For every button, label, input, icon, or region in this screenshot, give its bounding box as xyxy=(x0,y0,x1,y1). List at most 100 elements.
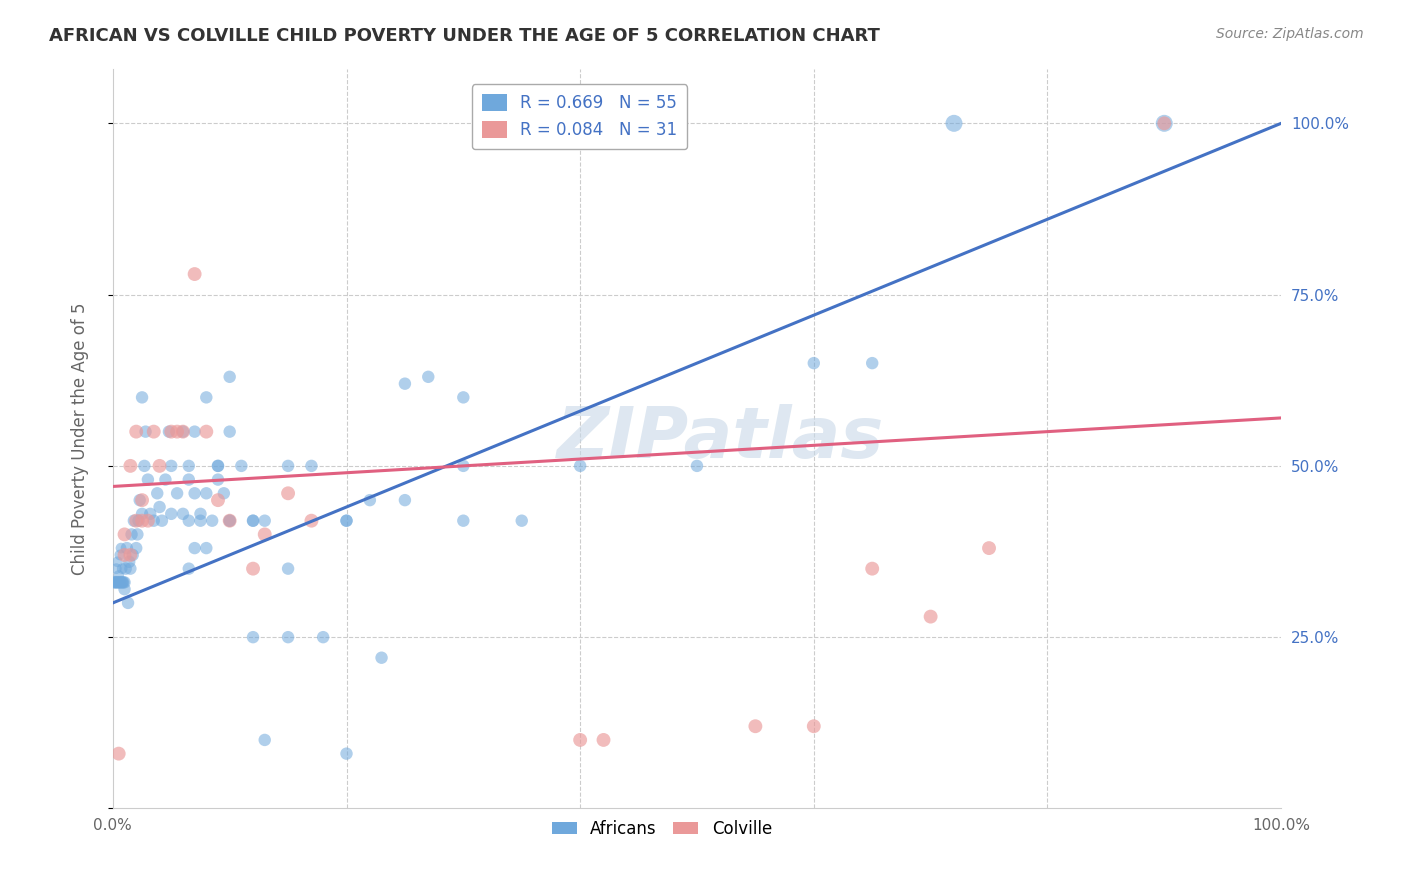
Point xyxy=(212,486,235,500)
Point xyxy=(136,473,159,487)
Point xyxy=(125,425,148,439)
Legend: Africans, Colville: Africans, Colville xyxy=(546,814,779,845)
Point xyxy=(394,493,416,508)
Text: AFRICAN VS COLVILLE CHILD POVERTY UNDER THE AGE OF 5 CORRELATION CHART: AFRICAN VS COLVILLE CHILD POVERTY UNDER … xyxy=(49,27,880,45)
Point xyxy=(370,650,392,665)
Point xyxy=(744,719,766,733)
Point xyxy=(207,458,229,473)
Point xyxy=(177,473,200,487)
Point xyxy=(242,630,264,644)
Point xyxy=(125,541,148,555)
Point xyxy=(920,609,942,624)
Point xyxy=(977,541,1000,555)
Point xyxy=(242,514,264,528)
Point xyxy=(128,493,150,508)
Point xyxy=(183,425,205,439)
Point xyxy=(207,493,229,508)
Point xyxy=(131,493,153,508)
Point xyxy=(160,458,183,473)
Point xyxy=(195,425,218,439)
Point xyxy=(118,555,141,569)
Point xyxy=(131,514,153,528)
Point xyxy=(312,630,335,644)
Point xyxy=(172,425,194,439)
Point xyxy=(115,541,138,555)
Point xyxy=(120,458,142,473)
Point xyxy=(146,486,169,500)
Text: Source: ZipAtlas.com: Source: ZipAtlas.com xyxy=(1216,27,1364,41)
Point xyxy=(107,575,129,590)
Point xyxy=(860,562,883,576)
Point xyxy=(172,425,194,439)
Point xyxy=(943,116,966,130)
Point xyxy=(453,514,475,528)
Text: ZIPatlas: ZIPatlas xyxy=(557,404,884,473)
Point xyxy=(803,356,825,370)
Point xyxy=(190,507,212,521)
Point xyxy=(114,562,136,576)
Point xyxy=(110,541,132,555)
Point xyxy=(253,733,276,747)
Point xyxy=(183,486,205,500)
Point xyxy=(111,575,134,590)
Y-axis label: Child Poverty Under the Age of 5: Child Poverty Under the Age of 5 xyxy=(72,302,89,574)
Point xyxy=(177,562,200,576)
Point xyxy=(107,555,129,569)
Point xyxy=(277,630,299,644)
Point xyxy=(105,562,128,576)
Point xyxy=(160,425,183,439)
Point xyxy=(107,747,129,761)
Point xyxy=(104,575,127,590)
Point xyxy=(107,575,129,590)
Point xyxy=(127,527,149,541)
Point xyxy=(418,369,440,384)
Point xyxy=(131,507,153,521)
Point xyxy=(112,575,135,590)
Point xyxy=(107,568,129,582)
Point xyxy=(394,376,416,391)
Point xyxy=(195,390,218,404)
Point xyxy=(114,575,136,590)
Point xyxy=(120,562,142,576)
Point xyxy=(157,425,180,439)
Point xyxy=(242,514,264,528)
Point xyxy=(569,458,592,473)
Point xyxy=(277,562,299,576)
Point xyxy=(242,562,264,576)
Point xyxy=(218,514,240,528)
Point xyxy=(166,486,188,500)
Point xyxy=(108,548,131,562)
Point xyxy=(207,473,229,487)
Point xyxy=(453,458,475,473)
Point xyxy=(860,356,883,370)
Point xyxy=(335,514,357,528)
Point xyxy=(150,514,173,528)
Point xyxy=(103,575,125,590)
Point xyxy=(142,514,165,528)
Point xyxy=(148,500,170,514)
Point xyxy=(142,425,165,439)
Point xyxy=(183,541,205,555)
Point xyxy=(104,575,127,590)
Point xyxy=(183,267,205,281)
Point xyxy=(136,514,159,528)
Point xyxy=(195,486,218,500)
Point xyxy=(114,527,136,541)
Point xyxy=(803,719,825,733)
Point xyxy=(155,473,177,487)
Point xyxy=(569,733,592,747)
Point xyxy=(128,514,150,528)
Point xyxy=(686,458,709,473)
Point xyxy=(201,514,224,528)
Point xyxy=(139,507,162,521)
Point xyxy=(112,575,135,590)
Point xyxy=(111,562,134,576)
Point xyxy=(172,507,194,521)
Point xyxy=(301,458,323,473)
Point xyxy=(125,514,148,528)
Point xyxy=(207,458,229,473)
Point xyxy=(190,514,212,528)
Point xyxy=(301,514,323,528)
Point xyxy=(160,507,183,521)
Point xyxy=(218,514,240,528)
